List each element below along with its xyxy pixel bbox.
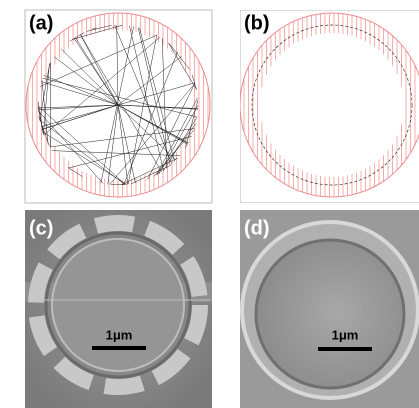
panel-a: (a) (25, 10, 212, 203)
page: {"panels": [ {"label": "(a)"}, {"label":… (0, 0, 419, 408)
panel-label: (b) (244, 12, 270, 34)
panel-b (240, 10, 419, 203)
scale-label: 1μm (332, 327, 359, 342)
figure: (a) (b) 1μm (c) 1μm (d) (0, 0, 419, 408)
disk (256, 240, 404, 388)
panel-c: 1μm (25, 210, 212, 408)
panel-label: (c) (29, 217, 53, 239)
panel-label: (a) (29, 12, 53, 34)
panel-label: (d) (244, 217, 270, 239)
disk (52, 239, 184, 371)
inner-disk (260, 33, 404, 177)
panel-d: 1μm (240, 210, 419, 408)
scale-label: 1μm (106, 327, 133, 342)
